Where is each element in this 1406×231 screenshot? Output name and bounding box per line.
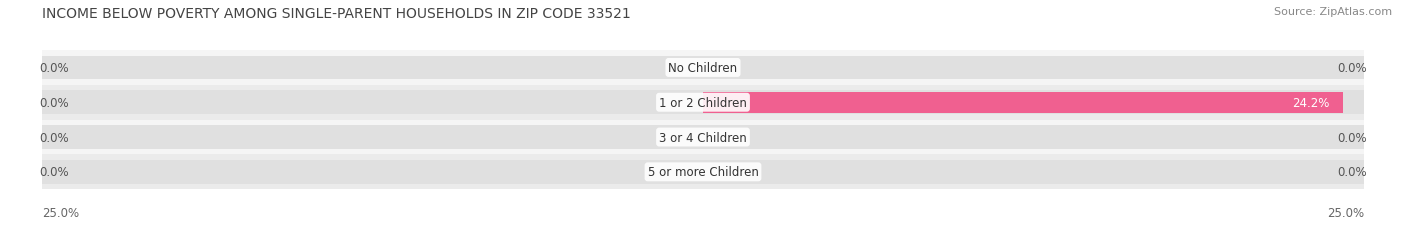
- Text: 25.0%: 25.0%: [42, 207, 79, 219]
- Bar: [703, 92, 1343, 113]
- Bar: [42, 120, 1364, 155]
- Bar: [42, 155, 1364, 189]
- Text: 3 or 4 Children: 3 or 4 Children: [659, 131, 747, 144]
- Bar: [42, 126, 1364, 149]
- Text: 0.0%: 0.0%: [39, 131, 69, 144]
- Text: 5 or more Children: 5 or more Children: [648, 166, 758, 179]
- Bar: [42, 56, 1364, 80]
- Text: 0.0%: 0.0%: [1337, 166, 1367, 179]
- Text: Source: ZipAtlas.com: Source: ZipAtlas.com: [1274, 7, 1392, 17]
- Text: INCOME BELOW POVERTY AMONG SINGLE-PARENT HOUSEHOLDS IN ZIP CODE 33521: INCOME BELOW POVERTY AMONG SINGLE-PARENT…: [42, 7, 631, 21]
- Bar: [42, 85, 1364, 120]
- Text: 1 or 2 Children: 1 or 2 Children: [659, 96, 747, 109]
- Text: 0.0%: 0.0%: [1337, 131, 1367, 144]
- Bar: [42, 160, 1364, 184]
- Text: 25.0%: 25.0%: [1327, 207, 1364, 219]
- Text: 0.0%: 0.0%: [39, 62, 69, 75]
- Bar: [42, 91, 1364, 115]
- Text: 0.0%: 0.0%: [1337, 62, 1367, 75]
- Bar: [42, 51, 1364, 85]
- Text: 0.0%: 0.0%: [39, 166, 69, 179]
- Text: 24.2%: 24.2%: [1292, 96, 1330, 109]
- Text: No Children: No Children: [668, 62, 738, 75]
- Text: 0.0%: 0.0%: [39, 96, 69, 109]
